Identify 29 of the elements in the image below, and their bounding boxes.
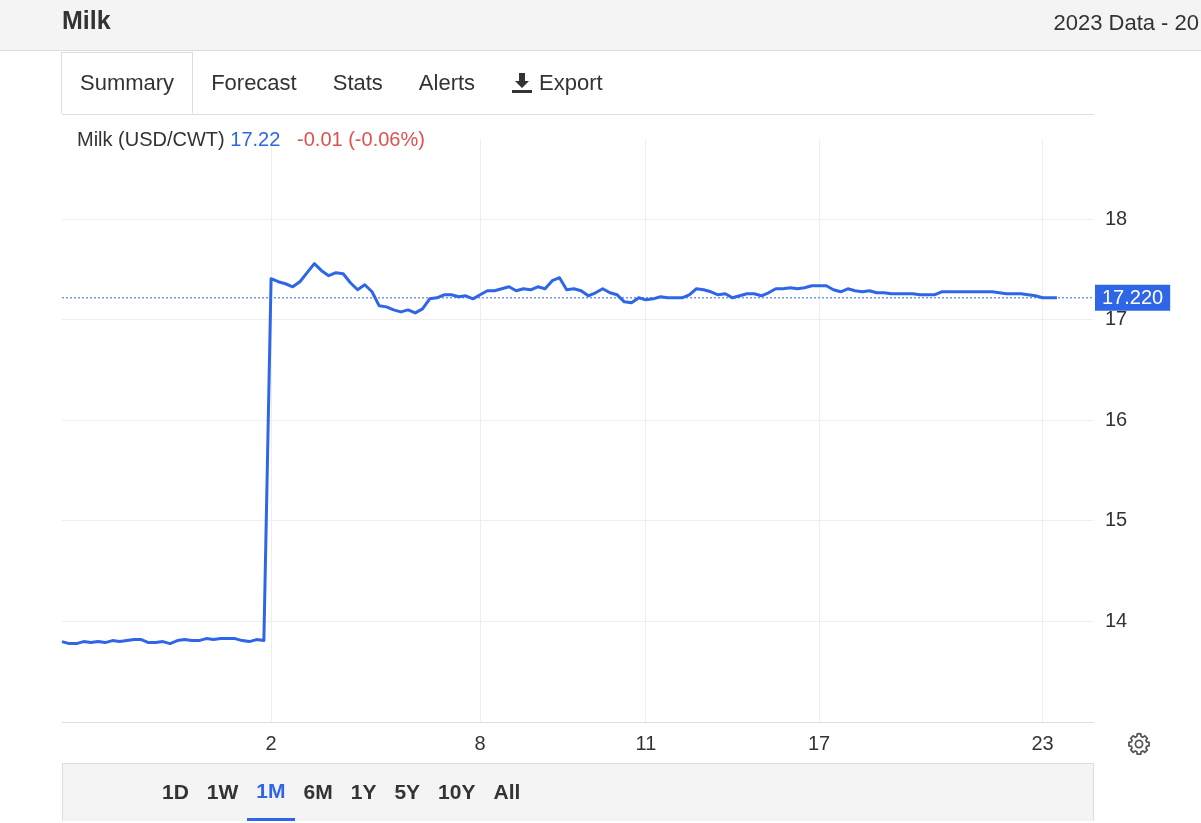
text: 10Y (437, 779, 477, 805)
chart-title: Milk (62, 6, 111, 35)
text: 1D (161, 779, 190, 805)
text: Alerts (418, 69, 476, 97)
text: All (492, 779, 522, 805)
annotation: -0.01 (-0.06%) (297, 128, 425, 150)
x-tick-label: 2 (265, 731, 277, 754)
x-tick-label: 8 (474, 731, 486, 754)
text: Stats (332, 69, 383, 97)
text: 1W (205, 779, 240, 805)
text: 1M (247, 764, 295, 821)
annotation: 17.22 (230, 128, 281, 150)
y-tick-label: 14 (1105, 609, 1128, 631)
y-tick-label: 17 (1105, 307, 1128, 330)
x-tick-label: 11 (635, 731, 657, 754)
chart-subtitle: 2023 Data - 20 (1053, 10, 1199, 36)
text: 5Y (393, 779, 422, 805)
text: Export (539, 69, 603, 97)
y-tick-label: 16 (1105, 407, 1128, 430)
y-tick-label: 15 (1105, 508, 1128, 531)
text: Forecast (211, 69, 297, 97)
text: 6M (302, 779, 334, 805)
text: Summary (80, 69, 175, 97)
text: 1Y (349, 779, 378, 805)
y-axis-title: Milk (USD/CWT) (77, 128, 225, 150)
x-tick-label: 17 (807, 731, 831, 754)
ref-line-label: 17.220 (1102, 286, 1164, 309)
x-tick-label: 23 (1031, 731, 1054, 754)
y-tick-label: 18 (1105, 206, 1128, 229)
